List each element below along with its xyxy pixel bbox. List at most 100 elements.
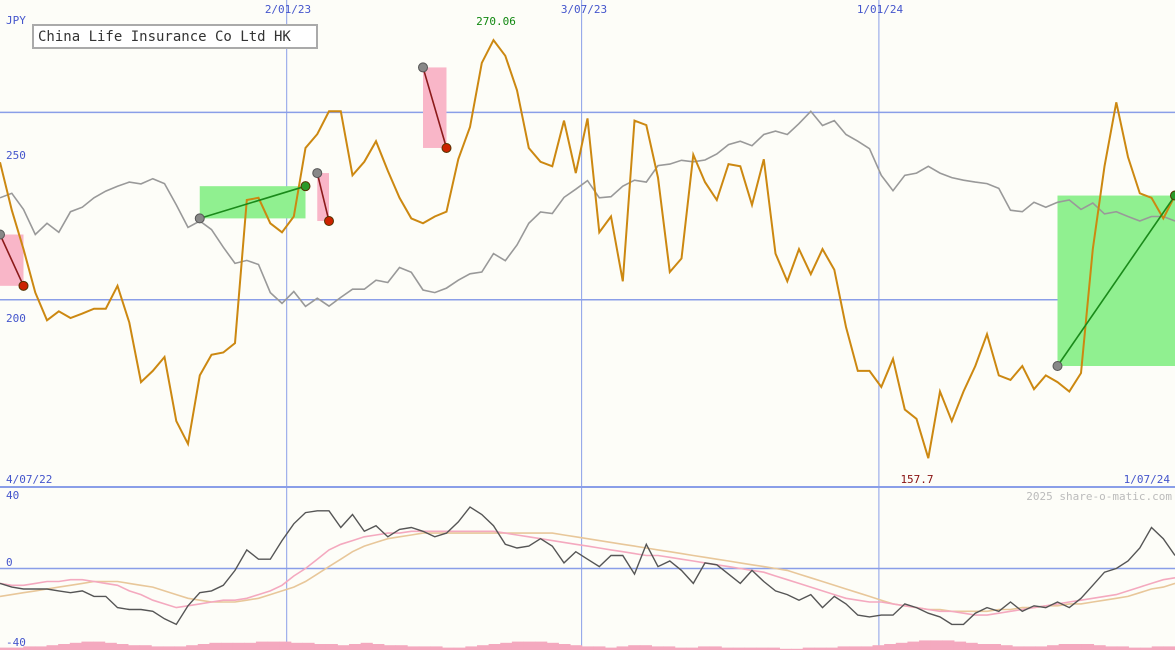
index-series-line	[0, 110, 1175, 308]
volume-bar	[546, 642, 559, 650]
trade-line-loss	[316, 172, 330, 222]
volume-bar	[965, 642, 978, 650]
volume-bar	[162, 646, 176, 650]
watermark: 2025 share-o-matic.com	[1026, 490, 1172, 503]
volume-bar	[314, 644, 327, 650]
volume-bar	[418, 646, 431, 650]
volume-bar	[604, 647, 618, 650]
volume-bar	[802, 647, 815, 650]
volume-bar	[1128, 647, 1141, 650]
trade-exit-marker	[1170, 190, 1175, 201]
high-value-label: 270.06	[476, 15, 516, 28]
volume-bar	[1012, 646, 1025, 650]
volume-bar	[290, 642, 303, 650]
volume-bar	[1000, 645, 1013, 650]
volume-bar	[360, 642, 373, 650]
volume-bar	[174, 646, 187, 650]
volume-bar	[93, 641, 106, 650]
volume-bar	[709, 646, 722, 650]
volume-bar	[721, 647, 734, 650]
volume-bar	[476, 645, 490, 650]
trade-markers	[0, 62, 1175, 371]
y-tick-label: 250	[6, 149, 26, 162]
trade-exit-marker	[441, 142, 452, 153]
volume-bar	[767, 647, 780, 650]
volume-bar	[244, 642, 257, 650]
volume-bar	[488, 644, 501, 650]
volume-bar	[46, 645, 59, 650]
volume-bar	[1105, 646, 1118, 650]
volume-bar	[953, 641, 967, 650]
volume-bar	[814, 647, 827, 650]
volume-bar	[197, 644, 210, 650]
volume-bar	[34, 646, 48, 650]
volume-bar	[593, 646, 606, 650]
volume-bar	[186, 645, 199, 650]
x-tick-label: 2/01/23	[265, 3, 311, 16]
volume-bar	[302, 642, 315, 650]
volume-bar	[349, 644, 362, 650]
volume-bar	[663, 646, 676, 650]
volume-bar	[756, 647, 769, 650]
start-date-label: 4/07/22	[6, 473, 52, 486]
volume-bar	[69, 642, 82, 650]
volume-bar	[732, 647, 746, 650]
volume-bar	[686, 647, 699, 650]
volume-bar	[558, 644, 571, 650]
trade-line-loss	[422, 67, 448, 149]
volume-bar	[430, 646, 443, 650]
volume-bar	[907, 641, 920, 650]
trade-line-gain	[1056, 195, 1175, 367]
volume-bar	[255, 641, 269, 650]
end-date-label: 1/07/24	[1124, 473, 1171, 486]
volume-bars	[0, 640, 1175, 650]
trade-exit-marker	[300, 181, 311, 192]
volume-bar	[511, 641, 525, 650]
volume-bar	[837, 646, 850, 650]
oscillator-main-line	[0, 506, 1175, 626]
trade-entry-marker	[312, 168, 323, 179]
trade-line-loss	[0, 234, 25, 287]
low-value-label: 157.7	[900, 473, 933, 486]
volume-bar	[616, 646, 629, 650]
x-tick-label: 3/07/23	[561, 3, 607, 16]
volume-bar	[1116, 646, 1129, 650]
volume-bar	[651, 646, 664, 650]
volume-bar	[337, 645, 350, 650]
volume-bar	[395, 645, 408, 650]
volume-bar	[535, 641, 548, 650]
volume-bar	[104, 642, 117, 650]
volume-bar	[791, 648, 804, 650]
volume-bar	[1081, 644, 1095, 650]
trade-entry-marker	[1052, 360, 1063, 371]
volume-bar	[523, 641, 536, 650]
trade-entry-marker	[418, 62, 428, 73]
volume-bar	[825, 647, 839, 650]
volume-bar	[674, 647, 687, 650]
volume-bar	[372, 644, 385, 650]
volume-bar	[639, 645, 652, 650]
y-tick-label: 200	[6, 312, 26, 325]
volume-bar	[930, 640, 943, 650]
volume-bar	[407, 646, 420, 650]
volume-bar	[453, 647, 466, 650]
trade-exit-marker	[324, 216, 334, 227]
volume-bar	[0, 647, 13, 650]
volume-bar	[383, 645, 397, 650]
volume-bar	[221, 642, 234, 650]
volume-bar	[11, 647, 24, 650]
volume-bar	[1151, 646, 1164, 650]
volume-bar	[465, 646, 478, 650]
volume-bar	[698, 646, 711, 650]
volume-bar	[1070, 644, 1083, 650]
volume-bar	[58, 644, 71, 650]
volume-bar	[127, 645, 141, 650]
volume-bar	[267, 641, 280, 650]
volume-bar	[139, 645, 152, 650]
volume-bar	[884, 644, 897, 650]
chart-title-box	[32, 24, 318, 49]
volume-bar	[232, 642, 245, 650]
oscillator-panel: 40 0 -40 2025 share-o-matic.com	[0, 489, 1175, 650]
